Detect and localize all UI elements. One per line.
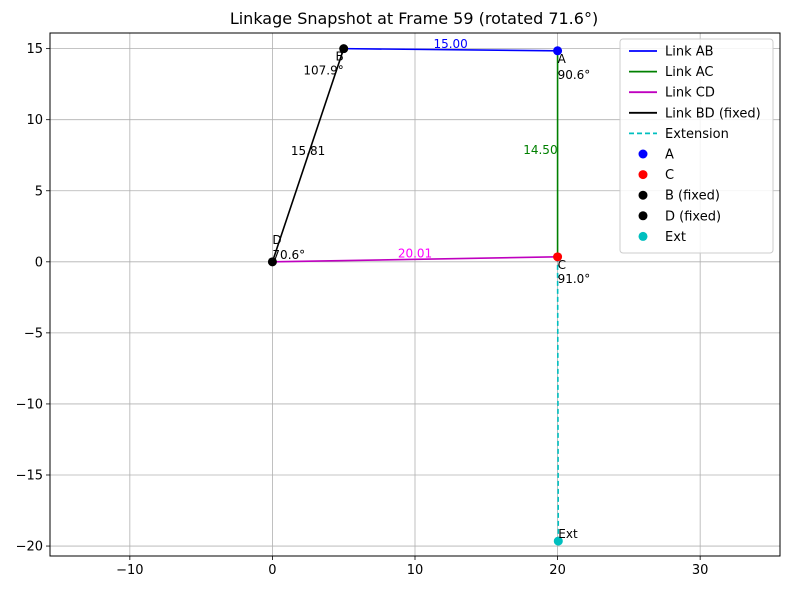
- legend-label: Link BD (fixed): [665, 106, 761, 121]
- series-link-ab: [343, 47, 558, 52]
- point-c: [553, 252, 563, 262]
- annotation-label: A: [558, 52, 567, 66]
- y-tick-label: −15: [16, 468, 43, 483]
- x-tick-label: −10: [116, 563, 143, 578]
- legend-label: Ext: [665, 230, 686, 245]
- point-ext: [553, 536, 563, 546]
- y-tick-label: −5: [24, 326, 43, 341]
- y-tick-label: 15: [26, 42, 43, 57]
- annotation-label: 15.81: [291, 144, 325, 158]
- axis-ticks: −10 0 10 20 30 −20 −15 −10 −5 0 5 10 15: [16, 42, 709, 578]
- annotation-label: 15.00: [433, 37, 467, 51]
- points-layer: [267, 44, 563, 546]
- series-link-cd: [272, 256, 558, 263]
- annotation-label: 14.50: [523, 143, 557, 157]
- y-tick-label: 0: [35, 255, 43, 270]
- series-extension: [556, 256, 560, 542]
- legend-box: [619, 38, 774, 254]
- y-tick-label: 10: [26, 113, 43, 128]
- annotation-label: 107.9°: [303, 64, 343, 78]
- legend-marker-swatch: [638, 211, 648, 221]
- annotation-label: Ext: [558, 527, 578, 541]
- legend-label: C: [665, 168, 674, 183]
- annotation-label: 20.01: [398, 246, 432, 260]
- legend-label: Link AB: [665, 45, 714, 60]
- y-tick-label: 5: [35, 184, 43, 199]
- legend-label: Link AC: [665, 65, 714, 80]
- x-tick-label: 20: [549, 563, 566, 578]
- legend-marker-swatch: [638, 170, 648, 180]
- point-d-fixed: [267, 257, 277, 267]
- annotation-label: B: [335, 50, 343, 64]
- chart-title: Linkage Snapshot at Frame 59 (rotated 71…: [230, 9, 598, 28]
- annotation-label: 70.6°: [272, 248, 305, 262]
- legend-label: Extension: [665, 127, 729, 142]
- point-b-fixed: [339, 44, 349, 54]
- x-tick-label: 10: [407, 563, 424, 578]
- legend-label: B (fixed): [665, 189, 720, 204]
- series-link-bd-fixed: [271, 48, 345, 263]
- annotation-label: C: [558, 258, 566, 272]
- annotation-label: D: [272, 233, 281, 247]
- legend: Link AB Link AC Link CD Link BD (fixed) Exte…: [619, 38, 774, 254]
- point-a: [553, 46, 563, 56]
- legend-label: D (fixed): [665, 209, 721, 224]
- legend-marker-swatch: [638, 190, 648, 200]
- series-layer: [271, 47, 560, 542]
- y-tick-label: −10: [16, 397, 43, 412]
- legend-marker-swatch: [638, 231, 648, 241]
- legend-label: A: [665, 148, 674, 163]
- legend-label: Link CD: [665, 86, 715, 101]
- legend-marker-swatch: [638, 149, 648, 159]
- annotation-label: 90.6°: [558, 68, 591, 82]
- x-tick-label: 30: [692, 563, 709, 578]
- x-tick-label: 0: [268, 563, 276, 578]
- annotation-label: 91.0°: [558, 272, 591, 286]
- y-tick-label: −20: [16, 540, 43, 555]
